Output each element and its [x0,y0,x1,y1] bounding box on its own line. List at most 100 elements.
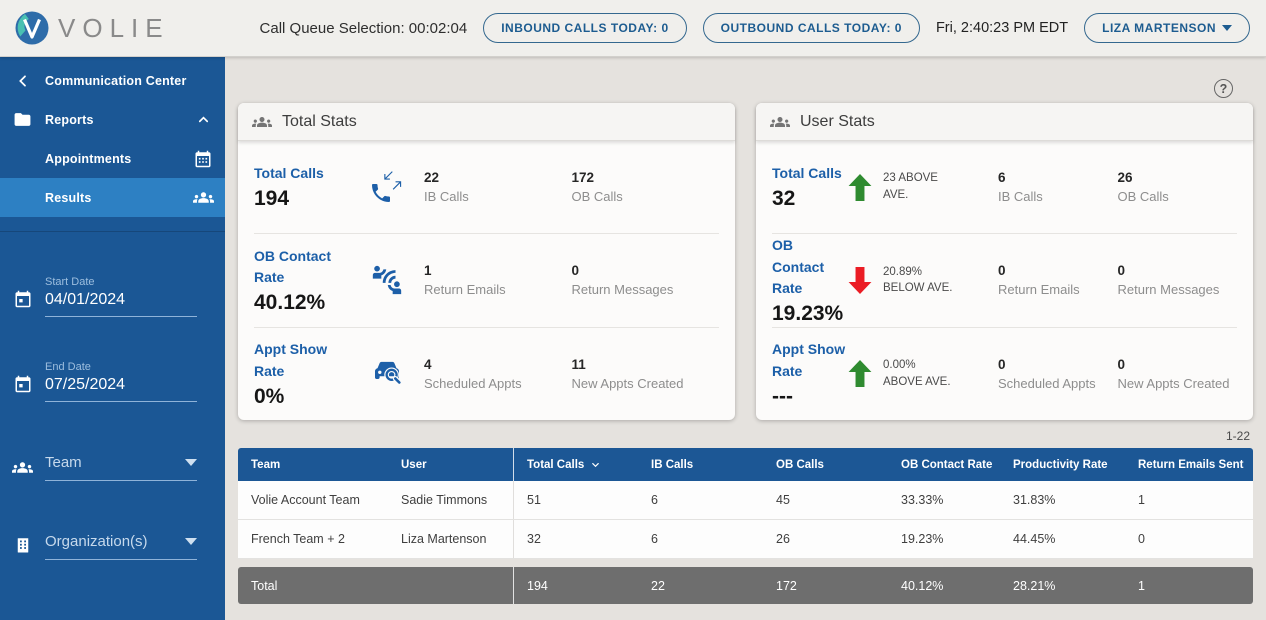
end-date-field[interactable]: End Date 07/25/2024 [0,361,225,402]
stat-label: OB Contact Rate [254,247,331,286]
card-title: Total Stats [282,112,357,130]
chevron-down-icon [185,459,197,466]
contact-signal-icon [349,263,424,297]
main-content: ? Total Stats Total Calls 194 [225,57,1266,620]
card-title: User Stats [800,112,875,130]
substat: 22 IB Calls [424,170,469,205]
column-header-team[interactable]: Team [251,458,281,471]
trend-text: 0.00% ABOVE AVE. [883,359,951,388]
trend-text: 23 ABOVE AVE. [883,172,938,202]
brand-name: VOLIE [58,12,170,43]
sidebar-item-label: Results [45,190,92,205]
phone-in-out-icon [349,169,424,205]
total-calls-row: Total Calls 194 22 IB Cal [254,141,719,233]
sort-chevron-down-icon [590,459,601,470]
ob-contact-rate-row: OB Contact Rate 40.12% 1 Return Emails 0 [254,233,719,326]
folder-icon [0,110,45,129]
appt-show-rate-row: Appt Show Rate 0% [254,326,719,420]
table-header-row: Team User Total Calls IB Calls OB Calls … [238,448,1253,481]
start-date-field[interactable]: Start Date 04/01/2024 [0,276,225,317]
column-header-ob-calls[interactable]: OB Calls [776,458,824,471]
stat-value: 32 [772,187,796,210]
sidebar-item-label: Appointments [45,151,132,166]
stat-label: Appt Show Rate [772,341,846,379]
sidebar-item-appointments[interactable]: Appointments [0,139,225,178]
top-header: VOLIE Call Queue Selection: 00:02:04 INB… [0,0,1266,57]
clock: Fri, 2:40:23 PM EDT [935,20,1069,36]
calendar-icon [0,276,45,317]
results-table: Team User Total Calls IB Calls OB Calls … [238,448,1253,604]
trend-up-icon [848,360,872,388]
user-menu-label: LIZA MARTENSON [1102,21,1216,35]
sidebar-item-reports[interactable]: Reports [0,100,225,139]
substat: 6 IB Calls [998,170,1043,205]
outbound-calls-button[interactable]: OUTBOUND CALLS TODAY: 0 [702,13,920,43]
calendar-icon [181,150,225,168]
chevron-down-icon [185,538,197,545]
total-stats-header: Total Stats [238,103,735,141]
stat-value: --- [772,384,793,408]
column-header-user[interactable]: User [388,448,514,481]
substat: 0 Scheduled Appts [998,356,1096,391]
sidebar-item-communication-center[interactable]: Communication Center [0,61,225,100]
user-stats-header: User Stats [756,103,1253,141]
chevron-left-icon[interactable] [0,73,45,89]
sidebar-divider [0,231,225,232]
team-select[interactable]: Team [0,454,225,481]
organizations-select-label: Organization(s) [45,533,148,550]
substat: 4 Scheduled Appts [424,356,522,391]
volie-logo-icon [14,10,50,46]
groups-icon [181,187,225,208]
user-menu-button[interactable]: LIZA MARTENSON [1084,13,1250,43]
appt-show-rate-row: Appt Show Rate --- 0.00% ABOVE AVE. 0 Sc… [772,326,1237,420]
substat: 0 Return Emails [998,263,1080,298]
car-search-icon [349,356,424,392]
groups-icon [252,112,272,132]
trend-down-icon [848,266,872,294]
start-date-label: Start Date [45,276,95,288]
stat-value: 194 [254,187,290,210]
substat: 0 Return Messages [1117,263,1220,298]
sidebar-item-results[interactable]: Results [0,178,225,217]
team-select-label: Team [45,454,82,471]
column-header-productivity-rate[interactable]: Productivity Rate [1013,458,1108,471]
chevron-up-icon[interactable] [181,112,225,127]
substat: 26 OB Calls [1117,170,1169,205]
substat: 1 Return Emails [424,263,506,298]
substat: 11 New Appts Created [571,356,684,391]
total-calls-row: Total Calls 32 23 ABOVE AVE. 6 IB Calls [772,141,1237,233]
sidebar-item-label: Reports [45,112,94,127]
substat: 172 OB Calls [571,170,623,205]
column-header-total-calls[interactable]: Total Calls [514,448,638,481]
brand: VOLIE [14,10,170,46]
stat-value: 40.12% [254,291,326,315]
inbound-calls-button[interactable]: INBOUND CALLS TODAY: 0 [483,13,687,43]
stat-label: Total Calls [772,165,842,182]
start-date-value[interactable]: 04/01/2024 [45,291,126,308]
help-icon[interactable]: ? [1214,79,1233,98]
stat-value: 0% [254,384,285,408]
groups-icon [770,112,790,132]
table-row[interactable]: French Team + 2 Liza Martenson 32 6 26 1… [238,520,1253,559]
call-queue-selection: Call Queue Selection: 00:02:04 [259,19,468,37]
column-header-return-emails-sent[interactable]: Return Emails Sent [1138,458,1244,471]
calendar-icon [0,361,45,402]
chevron-down-icon [1222,25,1232,31]
table-gap [238,559,1253,567]
sidebar-item-label: Communication Center [45,73,187,88]
end-date-value[interactable]: 07/25/2024 [45,376,126,393]
stat-label: OB Contact Rate [772,236,825,297]
pagination-range: 1-22 [1225,429,1250,443]
column-header-ib-calls[interactable]: IB Calls [651,458,694,471]
building-icon [0,533,45,554]
column-header-ob-contact-rate[interactable]: OB Contact Rate [901,458,993,471]
ob-contact-rate-row: OB Contact Rate 19.23% 20.89% BELOW AVE.… [772,233,1237,326]
table-row[interactable]: Volie Account Team Sadie Timmons 51 6 45… [238,481,1253,520]
trend-text: 20.89% BELOW AVE. [883,265,953,295]
substat: 0 Return Messages [571,263,674,298]
stat-value: 19.23% [772,302,844,326]
end-date-label: End Date [45,361,91,373]
organizations-select[interactable]: Organization(s) [0,533,225,560]
substat: 0 New Appts Created [1117,356,1230,391]
user-stats-card: User Stats Total Calls 32 23 ABOVE AVE. [756,103,1253,420]
